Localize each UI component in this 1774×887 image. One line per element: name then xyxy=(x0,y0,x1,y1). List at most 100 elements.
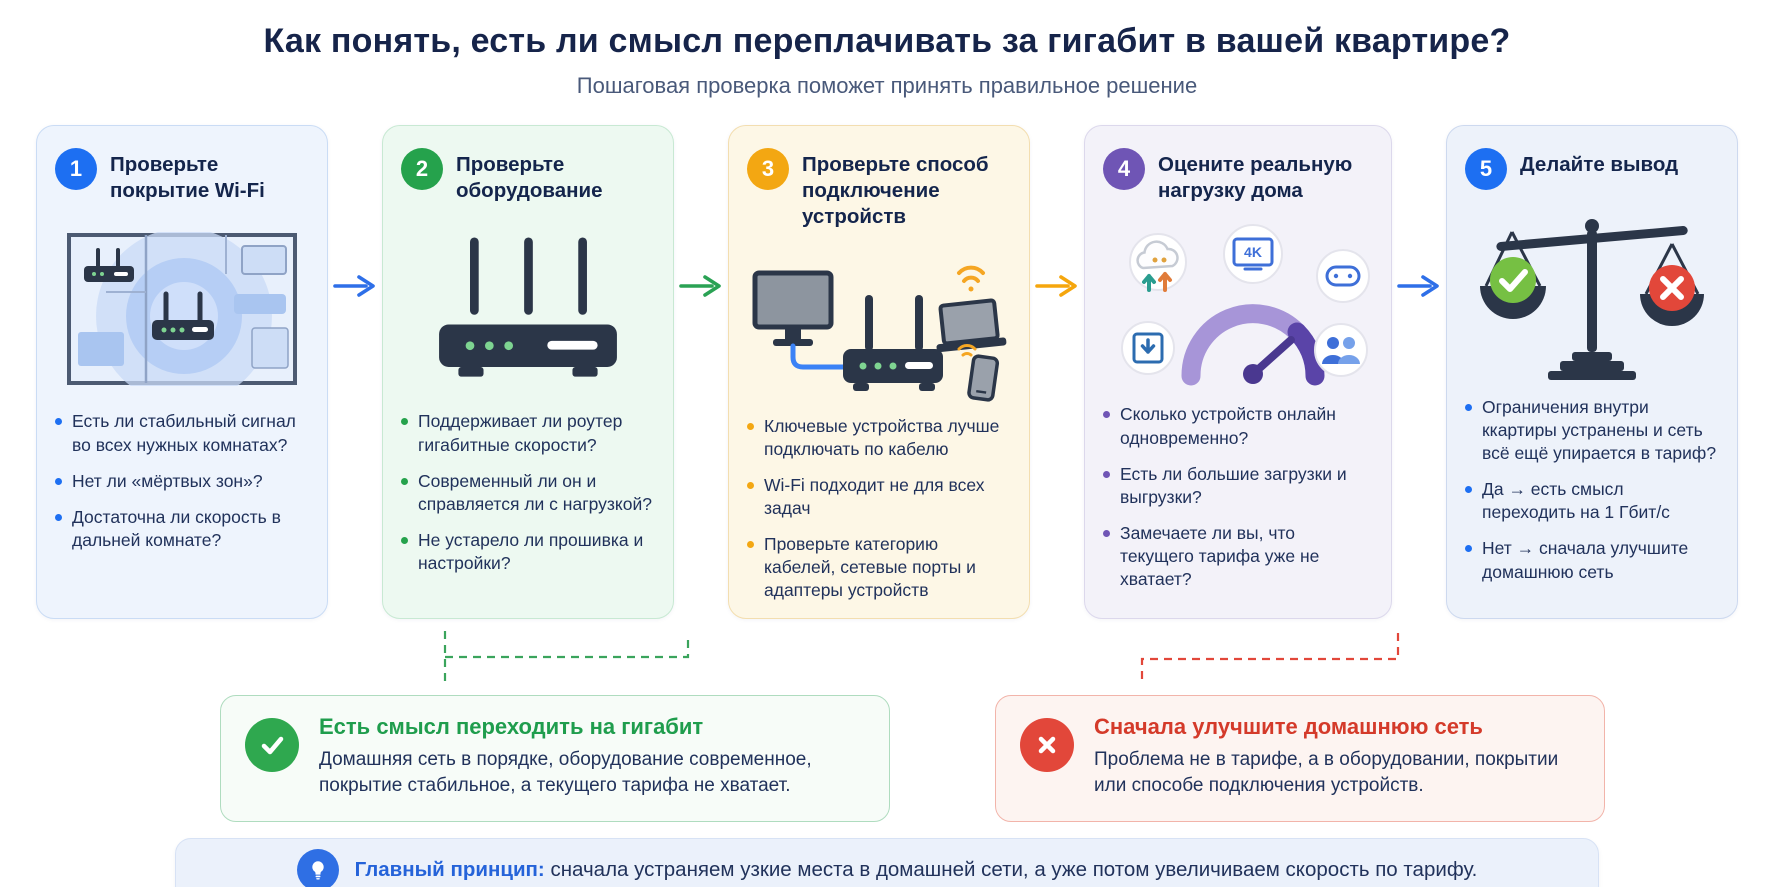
wifi-signal-icon xyxy=(957,265,985,292)
list-item: Есть ли стабильный сигнал во всех нужных… xyxy=(55,410,309,456)
bullet-text: Wi-Fi подходит не для всех задач xyxy=(764,474,985,518)
step-2-number-badge: 2 xyxy=(401,148,443,190)
main-principle-banner: Главный принцип: сначала устраняем узкие… xyxy=(175,838,1599,887)
gamepad-icon xyxy=(1316,249,1370,304)
negative-outcome-box: Сначала улучшите домашнюю сеть Проблема … xyxy=(995,695,1605,822)
arrow-step4-to-step5 xyxy=(1392,125,1446,619)
bullet-text: Нет → сначала улучшите домашнюю сеть xyxy=(1482,538,1689,582)
bullet-dot xyxy=(1103,529,1110,537)
list-item: Ключевые устройства лучше подключать по … xyxy=(747,415,1011,461)
list-item: Wi-Fi подходит не для всех задач xyxy=(747,474,1011,520)
bullet-dot xyxy=(55,418,62,426)
bullet-text: Есть ли стабильный сигнал во всех нужных… xyxy=(72,411,296,455)
step-1-illustration xyxy=(55,218,309,400)
smartphone-icon xyxy=(967,354,1000,402)
bullet-dot xyxy=(747,541,754,549)
arrow-step3-to-step4 xyxy=(1030,125,1084,619)
network-load-gauge-illustration: 4K xyxy=(1121,224,1370,386)
bullet-dot xyxy=(747,422,754,430)
right-arrow-icon xyxy=(679,275,721,297)
page-title: Как понять, есть ли смысл переплачивать … xyxy=(263,22,1511,60)
step-3-title: Проверьте способ подключение устройств xyxy=(802,153,989,229)
list-item: Замечаете ли вы, что текущего тарифа уже… xyxy=(1103,522,1373,591)
bullet-dot xyxy=(55,477,62,485)
step-1-number-badge: 1 xyxy=(55,148,97,190)
bullet-dot xyxy=(1465,404,1472,411)
check-icon xyxy=(261,736,284,755)
bullet-dot xyxy=(1465,545,1472,553)
lightbulb-icon xyxy=(296,849,339,887)
page-subtitle: Пошаговая проверка поможет принять прави… xyxy=(576,73,1198,98)
list-item: Есть ли большие загрузки и выгрузки? xyxy=(1103,463,1373,509)
positive-outcome-content: Есть смысл переходить на гигабит Домашня… xyxy=(319,714,865,799)
bullet-text: Нет ли «мёртвых зон»? xyxy=(72,470,263,491)
balance-scale-illustration xyxy=(1480,219,1704,380)
step-5-header: 5 Делайте вывод xyxy=(1465,146,1719,190)
check-circle-icon xyxy=(245,718,299,772)
step-4-bullets: Сколько устройств онлайн одновременно? Е… xyxy=(1103,403,1373,604)
list-item: Проверьте категорию кабелей, сетевые пор… xyxy=(747,533,1011,602)
main-router-icon xyxy=(152,291,214,341)
bullet-dot xyxy=(401,536,408,544)
step-5-number-badge: 5 xyxy=(1465,148,1507,190)
step-5-bullets: Ограничения внутри ккартиры устранены и … xyxy=(1465,396,1719,597)
right-arrow-icon xyxy=(333,275,375,297)
outcome-connector-lines xyxy=(443,631,1400,683)
step-2-illustration xyxy=(401,218,655,400)
list-item: Современный ли он и справляется ли с наг… xyxy=(401,470,655,516)
principle-text: Главный принцип: сначала устраняем узкие… xyxy=(355,858,1478,882)
cross-circle-icon xyxy=(1649,265,1695,311)
list-item: Ограничения внутри ккартиры устранены и … xyxy=(1465,396,1719,465)
arrow-step1-to-step2 xyxy=(328,125,382,619)
positive-connector-branch xyxy=(445,635,690,659)
cross-circle-icon xyxy=(1020,718,1074,772)
step-2-header: 2 Проверьте оборудование xyxy=(401,146,655,204)
bullet-dot xyxy=(1103,411,1110,419)
bullet-text: Ограничения внутри ккартиры устранены и … xyxy=(1482,397,1717,464)
step-card-4: 4 Оцените реальную нагрузку дома xyxy=(1084,125,1392,619)
wifi-signal-small-icon xyxy=(957,343,977,357)
negative-outcome-title: Сначала улучшите домашнюю сеть xyxy=(1094,714,1483,739)
step-4-number-badge: 4 xyxy=(1103,148,1145,190)
bullet-dot xyxy=(747,481,754,489)
step-2-bullets: Поддерживает ли роутер гигабитные скорос… xyxy=(401,410,655,588)
cloud-upload-icon xyxy=(1129,233,1187,293)
bullet-text: Проверьте категорию кабелей, сетевые пор… xyxy=(764,534,976,601)
bullet-dot xyxy=(401,477,408,485)
step-3-number-badge: 3 xyxy=(747,148,789,190)
wired-and-wireless-devices-illustration xyxy=(752,265,1007,402)
bullet-text: Не устарело ли прошивка и настройки? xyxy=(418,529,644,573)
speed-gauge-icon xyxy=(1181,304,1325,386)
right-arrow-icon xyxy=(1397,275,1439,297)
step-card-3: 3 Проверьте способ подключение устройств xyxy=(728,125,1030,619)
right-arrow-icon xyxy=(1035,275,1077,297)
bullet-text: Поддерживает ли роутер гигабитные скорос… xyxy=(418,411,623,455)
step-card-1: 1 Проверьте покрытие Wi-Fi xyxy=(36,125,328,619)
bulb-glyph xyxy=(311,861,324,880)
monitor-icon xyxy=(752,270,834,346)
bullet-text: Ключевые устройства лучше подключать по … xyxy=(764,415,1000,459)
infographic-page: Как понять, есть ли смысл переплачивать … xyxy=(0,22,1774,887)
step-3-header: 3 Проверьте способ подключение устройств xyxy=(747,146,1011,231)
router-illustration xyxy=(439,237,617,378)
users-icon xyxy=(1314,323,1368,378)
list-item: Не устарело ли прошивка и настройки? xyxy=(401,529,655,575)
step-3-bullets: Ключевые устройства лучше подключать по … xyxy=(747,415,1011,616)
list-item: Да → есть смысл переходить на 1 Гбит/с xyxy=(1465,478,1719,524)
laptop-icon xyxy=(936,298,1007,352)
bullet-dot xyxy=(1103,470,1110,478)
list-item: Достаточна ли скорость в дальней комнате… xyxy=(55,506,309,552)
steps-row: 1 Проверьте покрытие Wi-Fi xyxy=(0,125,1774,619)
ethernet-cable xyxy=(790,343,846,370)
positive-outcome-text: Домашняя сеть в порядке, оборудование со… xyxy=(319,749,812,797)
list-item: Сколько устройств онлайн одновременно? xyxy=(1103,403,1373,449)
small-router-icon xyxy=(84,248,134,283)
wifi-coverage-floorplan-illustration xyxy=(67,232,297,387)
step-1-title: Проверьте покрытие Wi-Fi xyxy=(110,153,265,203)
negative-outcome-text: Проблема не в тарифе, а в оборудовании, … xyxy=(1094,749,1559,797)
positive-outcome-title: Есть смысл переходить на гигабит xyxy=(319,714,704,739)
list-item: Нет ли «мёртвых зон»? xyxy=(55,470,309,493)
bullet-text: Да → есть смысл переходить на 1 Гбит/с xyxy=(1482,479,1670,523)
step-card-2: 2 Проверьте оборудование Под xyxy=(382,125,674,619)
check-circle-icon xyxy=(1490,257,1536,303)
